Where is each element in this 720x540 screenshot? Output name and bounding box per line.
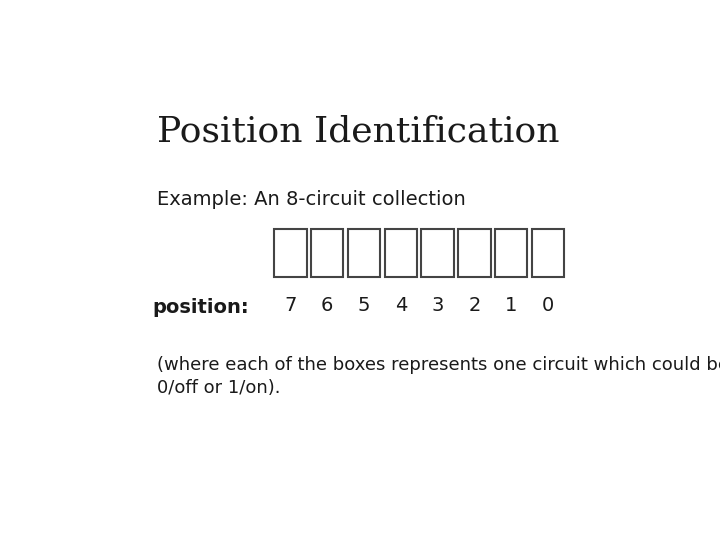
Bar [495,229,528,277]
Text: 7: 7 [284,295,297,315]
Bar [348,229,380,277]
Bar [384,229,417,277]
Text: position:: position: [153,298,249,316]
Text: 2: 2 [468,295,481,315]
Text: Position Identification: Position Identification [157,114,559,148]
Text: 5: 5 [358,295,370,315]
Text: 4: 4 [395,295,407,315]
Text: Example: An 8-circuit collection: Example: An 8-circuit collection [157,190,466,208]
Bar [532,229,564,277]
Text: 0/off or 1/on).: 0/off or 1/on). [157,379,281,397]
Text: (where each of the boxes represents one circuit which could be either: (where each of the boxes represents one … [157,356,720,374]
Text: 6: 6 [321,295,333,315]
Text: 1: 1 [505,295,518,315]
Bar [274,229,307,277]
Bar [459,229,490,277]
Bar [311,229,343,277]
Text: 0: 0 [542,295,554,315]
Text: 3: 3 [431,295,444,315]
Bar [421,229,454,277]
